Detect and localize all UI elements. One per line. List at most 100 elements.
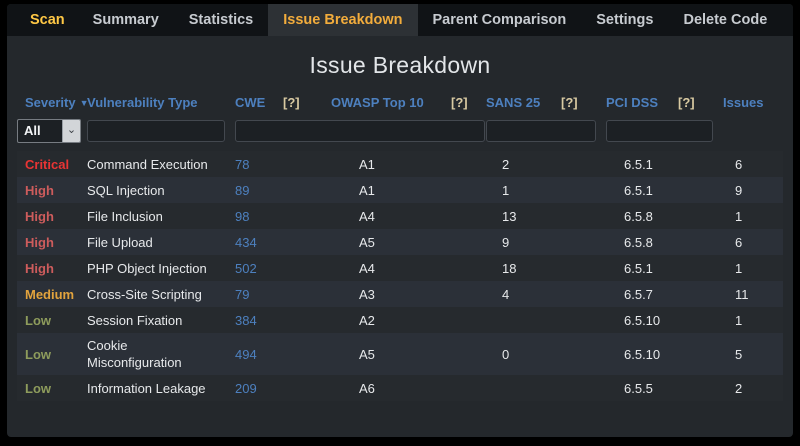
severity-cell: Medium	[25, 286, 75, 302]
severity-cell: High	[25, 182, 54, 198]
tab-statistics[interactable]: Statistics	[188, 12, 254, 28]
issue-breakdown-table: Severity ▼ Vulnerability Type CWE [?] OWA…	[17, 91, 783, 401]
pci-filter-input[interactable]	[606, 120, 713, 142]
header-row: Severity ▼ Vulnerability Type CWE [?] OWA…	[17, 91, 783, 119]
sans-help-icon[interactable]: [?]	[561, 95, 578, 110]
table-row[interactable]: Medium Cross-Site Scripting 79 A3 4 6.5.…	[17, 281, 783, 307]
col-header-sans[interactable]: SANS 25	[486, 95, 541, 110]
table-row[interactable]: Low Cookie Misconfiguration 494 A5 0 6.5…	[17, 333, 783, 375]
cwe-link[interactable]: 434	[235, 234, 257, 250]
vulnerability-type-cell: File Inclusion	[87, 208, 163, 224]
col-header-severity[interactable]: Severity ▼	[25, 95, 89, 110]
spacer-cell	[283, 177, 331, 203]
sans-filter-input[interactable]	[486, 120, 596, 142]
table-row[interactable]: High SQL Injection 89 A1 1 6.5.1 9	[17, 177, 783, 203]
sort-desc-icon[interactable]: ▼	[79, 98, 89, 108]
issues-cell: 6	[735, 156, 743, 172]
table-row[interactable]: High File Inclusion 98 A4 13 6.5.8 1	[17, 203, 783, 229]
owasp-cell: A4	[359, 208, 375, 224]
sans-cell: 1	[502, 182, 510, 198]
chevron-down-icon[interactable]: ⌄	[62, 120, 80, 142]
sans-cell: 9	[502, 234, 510, 250]
spacer-cell	[678, 229, 723, 255]
severity-cell: High	[25, 208, 54, 224]
cwe-link[interactable]: 209	[235, 380, 257, 396]
spacer-cell	[451, 333, 486, 375]
cwe-filter-input[interactable]	[235, 120, 485, 142]
severity-cell: High	[25, 260, 54, 276]
owasp-help-icon[interactable]: [?]	[451, 95, 468, 110]
issues-cell: 6	[735, 234, 743, 250]
pci-dss-cell: 6.5.1	[624, 156, 653, 172]
cwe-link[interactable]: 384	[235, 312, 257, 328]
col-header-vulnerability-type[interactable]: Vulnerability Type	[87, 95, 198, 110]
spacer-cell	[561, 229, 606, 255]
issues-cell: 1	[735, 260, 743, 276]
cwe-link[interactable]: 502	[235, 260, 257, 276]
table-body: Critical Command Execution 78 A1 2 6.5.1…	[17, 151, 783, 401]
cwe-help-icon[interactable]: [?]	[283, 95, 300, 110]
spacer-cell	[283, 281, 331, 307]
spacer-cell	[451, 375, 486, 401]
spacer-cell	[451, 307, 486, 333]
spacer-cell	[283, 333, 331, 375]
owasp-cell: A5	[359, 346, 375, 362]
spacer-cell	[283, 255, 331, 281]
cwe-link[interactable]: 89	[235, 182, 250, 198]
sans-cell: 0	[502, 346, 510, 362]
table-row[interactable]: High PHP Object Injection 502 A4 18 6.5.…	[17, 255, 783, 281]
spacer-cell	[283, 229, 331, 255]
spacer-cell	[561, 281, 606, 307]
spacer-cell	[451, 203, 486, 229]
spacer-cell	[561, 375, 606, 401]
spacer-cell	[678, 255, 723, 281]
table-row[interactable]: Critical Command Execution 78 A1 2 6.5.1…	[17, 151, 783, 177]
vulnerability-type-cell: File Upload	[87, 234, 153, 250]
brand-label: Scan	[30, 12, 65, 28]
cwe-link[interactable]: 79	[235, 286, 250, 302]
spacer-cell	[283, 307, 331, 333]
pci-dss-cell: 6.5.8	[624, 234, 653, 250]
severity-filter-value: All	[24, 123, 41, 138]
spacer-cell	[561, 255, 606, 281]
sans-cell: 4	[502, 286, 510, 302]
owasp-cell: A3	[359, 286, 375, 302]
table-row[interactable]: High File Upload 434 A5 9 6.5.8 6	[17, 229, 783, 255]
col-header-issues[interactable]: Issues	[723, 95, 764, 110]
severity-cell: Low	[25, 346, 51, 362]
pci-dss-cell: 6.5.7	[624, 286, 653, 302]
col-header-pci-dss[interactable]: PCI DSS	[606, 95, 659, 110]
cwe-link[interactable]: 98	[235, 208, 250, 224]
issues-cell: 5	[735, 346, 743, 362]
tab-delete[interactable]: Delete	[782, 4, 793, 36]
owasp-cell: A4	[359, 260, 375, 276]
issues-cell: 1	[735, 312, 743, 328]
tab-issue-breakdown[interactable]: Issue Breakdown	[268, 4, 418, 36]
col-header-cwe[interactable]: CWE	[235, 95, 266, 110]
spacer-cell	[451, 177, 486, 203]
severity-filter-select[interactable]: All ⌄	[17, 119, 81, 143]
tab-summary[interactable]: Summary	[92, 12, 159, 28]
pci-dss-cell: 6.5.8	[624, 208, 653, 224]
table-row[interactable]: Low Information Leakage 209 A6 6.5.5 2	[17, 375, 783, 401]
sans-cell: 2	[502, 156, 510, 172]
cwe-link[interactable]: 494	[235, 346, 257, 362]
tab-parent-comparison[interactable]: Parent Comparison	[432, 12, 567, 28]
issues-cell: 9	[735, 182, 743, 198]
table-row[interactable]: Low Session Fixation 384 A2 6.5.10 1	[17, 307, 783, 333]
spacer-cell	[678, 281, 723, 307]
spacer-cell	[678, 203, 723, 229]
cwe-link[interactable]: 78	[235, 156, 250, 172]
vulnerability-type-filter-input[interactable]	[87, 120, 225, 142]
tab-delete-code[interactable]: Delete Code	[683, 12, 768, 28]
sans-cell	[486, 307, 561, 333]
owasp-cell: A1	[359, 182, 375, 198]
col-header-owasp[interactable]: OWASP Top 10	[331, 95, 424, 110]
pci-help-icon[interactable]: [?]	[678, 95, 695, 110]
owasp-cell: A2	[359, 312, 375, 328]
spacer-cell	[451, 255, 486, 281]
pci-dss-cell: 6.5.1	[624, 260, 653, 276]
tab-settings[interactable]: Settings	[596, 12, 654, 28]
spacer-cell	[283, 203, 331, 229]
vulnerability-type-cell: Cookie Misconfiguration	[87, 338, 182, 370]
